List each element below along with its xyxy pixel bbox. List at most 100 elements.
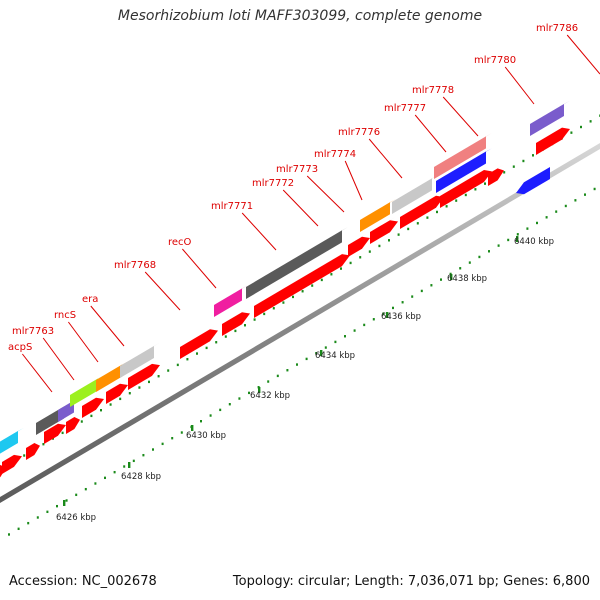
tick-mark: [570, 131, 573, 134]
callout-line: [90, 305, 125, 347]
tick-mark: [104, 476, 106, 480]
tick-mark: [161, 442, 164, 446]
tick-mark: [436, 210, 438, 214]
cds-feature-track: [0, 124, 570, 478]
tick-mark: [23, 454, 26, 457]
gene-label-acps: acpS: [8, 342, 53, 393]
callout-line: [67, 321, 99, 363]
tick-mark: [478, 255, 481, 259]
tick-mark: [330, 273, 333, 276]
cog-blue-box: [436, 148, 492, 193]
tick-mark: [526, 227, 529, 230]
tick-mark: [497, 244, 500, 247]
gene-label-mlr7771: mlr7771: [211, 201, 277, 251]
callout-line: [182, 248, 217, 289]
tick-mark: [228, 403, 231, 406]
tick-mark: [94, 482, 97, 485]
tick-mark: [276, 374, 279, 378]
major-tick: [450, 274, 453, 280]
tick-mark: [128, 392, 131, 395]
cds-forward-arrow: [128, 360, 160, 390]
cog-orange-2-box: [360, 199, 396, 232]
gene-label-mlr7773: mlr7773: [276, 164, 345, 213]
tick-mark: [65, 499, 68, 502]
tick-mark: [430, 284, 433, 287]
svg-text:mlr7763: mlr7763: [12, 326, 54, 337]
major-tick: [128, 462, 131, 468]
cog-lightgray-1-box: [120, 342, 160, 378]
tick-mark: [564, 204, 567, 208]
callout-line: [22, 353, 53, 393]
tick-mark: [113, 470, 116, 474]
tick-mark: [301, 290, 304, 293]
scale-label-6426-kbp: 6426 kbp: [56, 513, 96, 523]
callout-line: [42, 337, 75, 381]
callout-line: [241, 212, 277, 251]
cog-cyan-box: [0, 427, 24, 454]
svg-text:mlr7778: mlr7778: [412, 85, 454, 96]
tick-mark: [324, 346, 327, 349]
tick-mark: [349, 261, 352, 265]
gene-label-rncs: rncS: [54, 310, 99, 363]
tick-mark: [46, 510, 49, 514]
tick-mark: [244, 324, 246, 327]
gene-label-mlr7780: mlr7780: [474, 55, 535, 105]
tick-mark: [138, 386, 141, 389]
tick-mark: [507, 238, 510, 242]
cds-forward-arrow: [26, 440, 40, 460]
svg-text:acpS: acpS: [8, 342, 32, 353]
cog-magenta-box: [214, 285, 248, 317]
tick-mark: [196, 352, 198, 355]
callout-line: [414, 114, 447, 153]
svg-text:recO: recO: [168, 237, 192, 248]
tick-mark: [56, 504, 58, 508]
tick-mark: [27, 521, 30, 525]
gene-label-mlr7774: mlr7774: [314, 149, 363, 201]
gene-label-mlr7777: mlr7777: [384, 103, 447, 153]
svg-text:mlr7773: mlr7773: [276, 164, 318, 175]
tick-mark: [272, 307, 275, 310]
cog-lime-box: [70, 375, 104, 407]
gene-label-mlr7768: mlr7768: [114, 260, 181, 311]
tick-mark: [286, 369, 289, 372]
tick-mark: [382, 312, 385, 315]
tick-mark: [340, 267, 342, 270]
tick-mark: [180, 431, 183, 434]
tick-mark: [296, 363, 298, 366]
tick-mark: [368, 250, 371, 253]
tick-mark: [75, 493, 78, 497]
gene-label-mlr7778: mlr7778: [412, 85, 479, 137]
tick-mark: [449, 272, 452, 276]
tick-mark: [545, 216, 548, 219]
tick-mark: [516, 233, 519, 236]
tick-mark: [411, 295, 414, 298]
major-tick: [191, 425, 194, 431]
tick-mark: [200, 420, 202, 423]
cds-forward-arrow: [66, 414, 80, 434]
scale-label-6438-kbp: 6438 kbp: [447, 274, 487, 284]
genome-backbone: [0, 143, 600, 504]
tick-mark: [205, 346, 208, 350]
tick-mark: [407, 227, 410, 231]
tick-mark: [263, 312, 266, 316]
tick-mark: [320, 278, 323, 282]
tick-mark: [522, 159, 525, 163]
tick-track-outer: [4, 114, 600, 469]
scale-label-6440-kbp: 6440 kbp: [514, 237, 554, 247]
tick-mark: [186, 358, 189, 361]
tick-mark: [388, 239, 390, 242]
major-tick: [320, 350, 323, 356]
tick-mark: [536, 221, 538, 225]
tick-mark: [253, 318, 256, 321]
tick-mark: [119, 397, 122, 401]
tick-mark: [464, 193, 467, 197]
callout-line: [504, 66, 535, 105]
tick-mark: [209, 414, 212, 417]
cds-forward-arrow: [44, 420, 66, 444]
tick-mark: [215, 341, 218, 344]
page-title: Mesorhizobium loti MAFF303099, complete …: [117, 8, 483, 24]
tick-mark: [488, 250, 490, 253]
